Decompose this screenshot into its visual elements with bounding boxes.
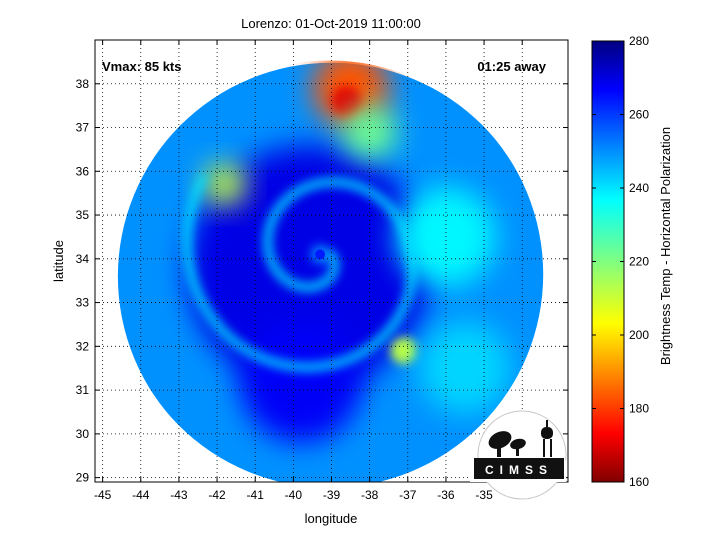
x-tick-label: -35: [475, 488, 493, 502]
x-tick-label: -39: [323, 488, 341, 502]
logo-text: CIMSS: [485, 463, 553, 477]
x-tick-label: -41: [247, 488, 265, 502]
colorbar-tick-label: 160: [629, 475, 649, 489]
x-tick-label: -44: [132, 488, 150, 502]
x-tick-label: -36: [437, 488, 455, 502]
logo-water-tower-icon: [541, 420, 553, 457]
colorbar-tick-label: 240: [629, 181, 649, 195]
logo-radar-dish-icon: [488, 431, 526, 457]
y-tick-label: 38: [76, 77, 90, 91]
tb-feature-warm-southeast-band: [419, 322, 511, 414]
y-tick-label: 34: [76, 252, 90, 266]
x-tick-label: -45: [94, 488, 112, 502]
y-axis-label: latitude: [51, 240, 66, 282]
logo-band: [474, 458, 564, 479]
spiral-band: [182, 173, 418, 372]
tb-feature-warm-north-red: [331, 86, 363, 117]
colorbar-tick-label: 220: [629, 255, 649, 269]
colorbar-ticks: 160 180 200 220 240 260 280: [592, 34, 649, 489]
x-axis-label: longitude: [305, 511, 358, 526]
colorbar-label: Brightness Temp - Horizontal Polarizatio…: [658, 127, 673, 365]
colorbar-tick-label: 260: [629, 108, 649, 122]
x-tick-label: -37: [399, 488, 417, 502]
tb-feature-warm-nw-yellow: [203, 163, 246, 206]
y-tick-label: 31: [76, 383, 90, 397]
x-tick-label: -40: [285, 488, 303, 502]
y-tick-label: 32: [76, 339, 90, 353]
y-tick-label: 37: [76, 121, 90, 135]
storm-eye: [315, 249, 326, 260]
y-tick-label: 36: [76, 164, 90, 178]
y-tick-label: 30: [76, 427, 90, 441]
x-tick-label: -43: [170, 488, 188, 502]
colorbar: [591, 40, 625, 483]
colorbar-tick-label: 180: [629, 402, 649, 416]
cimss-logo: CIMSS: [470, 410, 567, 500]
y-axis: 29 30 31 32 33 34 35 36 37 38: [76, 77, 568, 485]
vmax-annotation: Vmax: 85 kts: [102, 59, 182, 74]
x-tick-label: -38: [361, 488, 379, 502]
tb-feature-warm-south-yellow: [390, 337, 418, 365]
y-tick-label: 33: [76, 296, 90, 310]
y-tick-label: 29: [76, 471, 90, 485]
x-axis: -45-44-43-42-41-40-39-38-37-36-35-34: [94, 40, 531, 502]
colorbar-tick-label: 200: [629, 328, 649, 342]
x-tick-label: -42: [208, 488, 226, 502]
tb-feature-warm-north-yellow: [342, 105, 397, 159]
colorbar-tick-label: 280: [629, 34, 649, 48]
time-away-annotation: 01:25 away: [477, 59, 546, 74]
tb-feature-cold-region-south: [239, 320, 363, 443]
chart-title: Lorenzo: 01-Oct-2019 11:00:00: [241, 16, 421, 31]
y-tick-label: 35: [76, 208, 90, 222]
